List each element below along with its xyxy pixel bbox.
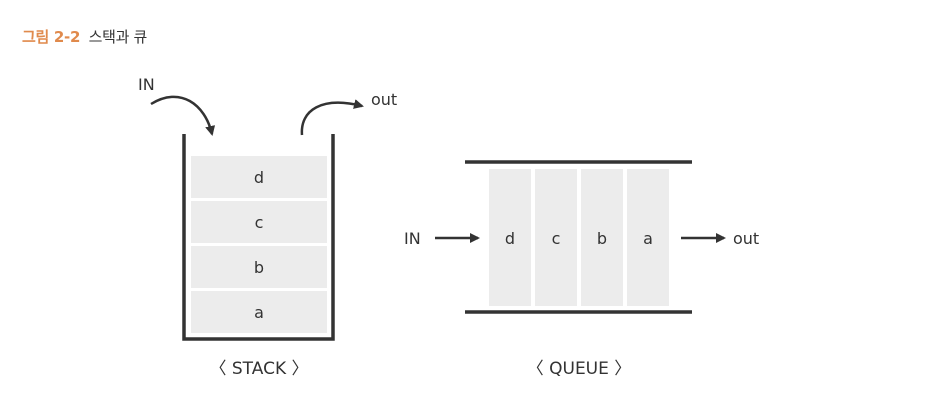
stack-item: c [191, 201, 327, 243]
figure-title: 스택과 큐 [88, 28, 148, 46]
stack-item-label: a [254, 303, 264, 322]
stack-diagram: IN out d c b a 〈 STACK 〉 [138, 75, 397, 379]
stack-out-label: out [371, 90, 397, 109]
queue-in-label: IN [404, 229, 421, 248]
figure-number: 그림 2-2 [22, 28, 81, 46]
queue-item-cell [627, 169, 669, 306]
stack-item-cell [191, 291, 327, 333]
stack-item-label: d [254, 168, 264, 187]
stack-item: d [191, 156, 327, 198]
stack-container [182, 134, 335, 341]
queue-item-cell [535, 169, 577, 306]
queue-item-label: c [552, 229, 561, 248]
stack-in-arrow [150, 95, 216, 136]
queue-item: d [489, 169, 531, 306]
stack-item-cell [191, 201, 327, 243]
stack-item-cell [191, 156, 327, 198]
stack-caption: 〈 STACK 〉 [209, 359, 308, 379]
queue-item-cell [581, 169, 623, 306]
queue-diagram: IN d c b a out 〈 QUEUE 〉 [404, 160, 759, 379]
stack-out-arrow [300, 99, 364, 136]
stack-item: a [191, 291, 327, 333]
stack-item-cell [191, 246, 327, 288]
queue-item: b [581, 169, 623, 306]
queue-item-label: b [597, 229, 607, 248]
stack-item-label: c [255, 213, 264, 232]
queue-item: c [535, 169, 577, 306]
stack-item: b [191, 246, 327, 288]
queue-item-label: d [505, 229, 515, 248]
queue-item-cell [489, 169, 531, 306]
queue-item: a [627, 169, 669, 306]
queue-out-label: out [733, 229, 759, 248]
stack-in-label: IN [138, 75, 155, 94]
queue-caption: 〈 QUEUE 〉 [527, 359, 632, 379]
figure-caption: 그림 2-2 스택과 큐 [22, 27, 147, 47]
queue-item-label: a [643, 229, 653, 248]
stack-item-label: b [254, 258, 264, 277]
